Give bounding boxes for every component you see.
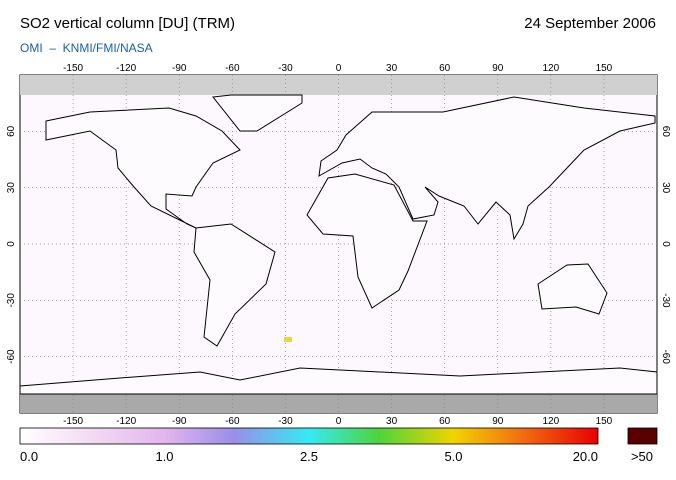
lat-tick-label: -60 <box>660 349 671 364</box>
lon-tick-label: -150 <box>63 63 83 74</box>
so2-spot <box>284 337 292 342</box>
lat-tick-label: -30 <box>6 293 17 308</box>
lon-tick-label: 90 <box>492 63 504 74</box>
antarctica <box>19 367 658 395</box>
lon-tick-label: 90 <box>492 416 504 427</box>
colorbar-overflow <box>627 427 658 445</box>
title: SO2 vertical column [DU] (TRM) <box>20 15 235 32</box>
greenland <box>212 94 303 132</box>
lon-tick-label: 120 <box>542 416 559 427</box>
colorbar-label: 2.5 <box>300 449 318 464</box>
lon-tick-label: -150 <box>63 416 83 427</box>
coastlines <box>19 94 658 395</box>
lon-tick-label: 120 <box>542 63 559 74</box>
lon-tick-label: -30 <box>278 63 293 74</box>
date: 24 September 2006 <box>524 15 656 32</box>
lon-tick-label: -120 <box>116 416 136 427</box>
lat-tick-label: 60 <box>660 126 671 138</box>
lon-tick-label: -30 <box>278 416 293 427</box>
lat-tick-label: 30 <box>660 182 671 194</box>
lat-tick-label: -60 <box>6 349 17 364</box>
lon-tick-label: -90 <box>172 63 187 74</box>
lon-tick-label: -60 <box>225 63 240 74</box>
lon-tick-label: -90 <box>172 416 187 427</box>
north-america <box>45 107 241 229</box>
lon-tick-label: -60 <box>225 416 240 427</box>
colorbar-label: 0.0 <box>20 449 38 464</box>
lon-tick-label: 30 <box>386 416 398 427</box>
lon-tick-label: 150 <box>596 63 613 74</box>
lat-tick-label: 0 <box>6 241 17 247</box>
lon-tick-label: 0 <box>336 63 342 74</box>
eurasia <box>318 96 656 241</box>
colorbar-label: 1.0 <box>155 449 173 464</box>
lon-tick-label: 60 <box>439 63 451 74</box>
lat-tick-label: 60 <box>6 125 17 137</box>
colorbar-label: 5.0 <box>444 449 462 464</box>
source: OMI – KNMI/FMI/NASA <box>20 41 153 55</box>
colorbar <box>19 427 599 445</box>
lat-tick-label: 0 <box>660 241 671 247</box>
colorbar-label: >50 <box>631 449 653 464</box>
lon-tick-label: 30 <box>386 63 398 74</box>
lon-tick-label: 150 <box>596 416 613 427</box>
lon-tick-label: 60 <box>439 416 451 427</box>
africa <box>306 173 428 309</box>
lat-tick-label: -30 <box>660 293 671 308</box>
lon-tick-label: 0 <box>336 416 342 427</box>
australia <box>537 263 608 315</box>
lat-tick-label: 30 <box>6 182 17 194</box>
colorbar-label: 20.0 <box>573 449 598 464</box>
lon-tick-label: -120 <box>116 63 136 74</box>
south-america <box>193 223 276 347</box>
